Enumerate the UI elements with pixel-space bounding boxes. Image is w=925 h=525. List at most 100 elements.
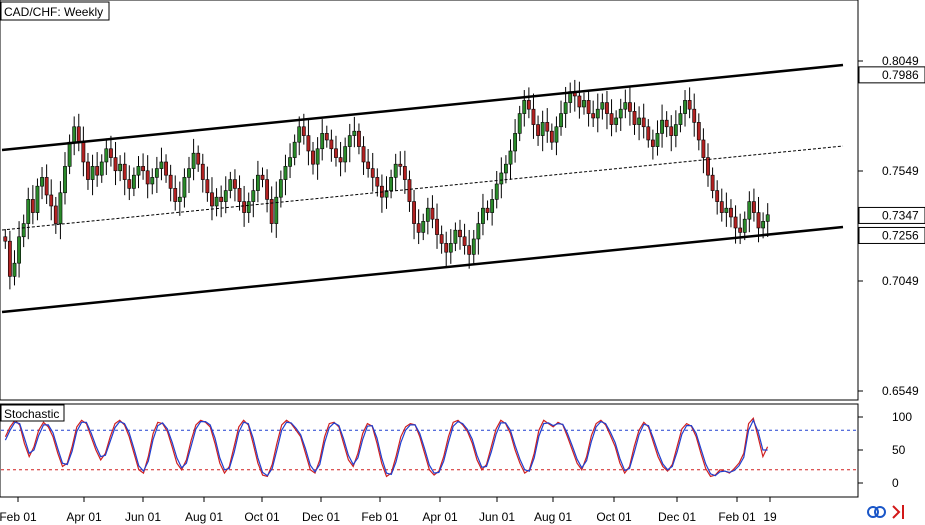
stochastic-axis-label: 100 (892, 410, 912, 424)
candle-body (444, 243, 449, 253)
candle (361, 136, 366, 175)
price-label: 0.7347 (858, 206, 925, 224)
candle (219, 185, 224, 218)
candle-body (205, 179, 210, 194)
candle-body (343, 146, 348, 163)
candle-body (40, 177, 44, 187)
candle-body (301, 126, 306, 136)
candle-body (191, 152, 196, 169)
candle (669, 115, 674, 152)
candle-body (673, 124, 678, 136)
candle (513, 119, 518, 163)
candle (692, 93, 697, 137)
candle-body (288, 157, 292, 167)
candle-body (347, 135, 352, 147)
candle-body (683, 100, 687, 114)
candle-body (600, 102, 605, 110)
candle-body (706, 157, 710, 176)
candle (196, 145, 201, 172)
candle (274, 181, 279, 238)
candle-body (187, 168, 191, 178)
candle-body (182, 177, 187, 198)
candle (136, 156, 141, 189)
candle (109, 135, 113, 167)
time-axis-label: Aug 01 (534, 510, 572, 524)
time-axis-label: Feb 01 (361, 510, 399, 524)
candle (40, 167, 44, 200)
candle-body (421, 221, 426, 233)
candle (269, 186, 274, 233)
candle (265, 169, 269, 213)
candle-body (402, 166, 407, 180)
candle (292, 134, 297, 166)
candle (471, 229, 476, 265)
candle-body (476, 223, 481, 240)
candle-body (127, 179, 132, 189)
candle (173, 175, 178, 211)
candle (63, 152, 67, 205)
candle (412, 189, 416, 240)
candle (366, 149, 371, 178)
candle-body (278, 179, 283, 198)
candle (58, 181, 63, 240)
candle-body (738, 227, 743, 233)
stochastic-title-text: Stochastic (4, 407, 59, 421)
candle (168, 164, 173, 202)
candle (660, 104, 664, 148)
candle-body (416, 223, 421, 233)
candle-body (352, 130, 357, 136)
candle-body (370, 168, 375, 178)
candle (237, 175, 242, 211)
candle (122, 152, 127, 196)
candle-body (439, 234, 444, 244)
link-icon[interactable] (867, 506, 886, 518)
candle (17, 221, 21, 278)
candle (549, 123, 554, 150)
candle (393, 153, 398, 191)
candle (701, 128, 706, 174)
candle (297, 116, 302, 156)
candle (375, 168, 380, 197)
candle-body (141, 166, 145, 172)
price-axis-label: 0.8049 (882, 54, 919, 68)
candle-body (150, 177, 155, 185)
candle-body (481, 207, 485, 224)
candle-body (366, 161, 371, 169)
candle-body (660, 119, 664, 134)
candle-body (591, 113, 596, 119)
candle-body (545, 122, 550, 132)
time-axis-label: 19 (763, 510, 777, 524)
candle-body (609, 113, 614, 125)
candle-body (35, 185, 40, 213)
candle-body (12, 262, 17, 277)
candle (600, 93, 605, 120)
candle-body (504, 163, 508, 174)
candle (228, 171, 233, 199)
candle (526, 87, 531, 119)
candle-body (292, 141, 297, 158)
candle (246, 192, 251, 223)
candle-body (526, 100, 531, 110)
candle-body (210, 192, 214, 207)
lower-channel-line (1, 225, 844, 314)
candle (159, 147, 164, 181)
stochastic-panel-frame (0, 403, 859, 498)
candle (504, 155, 508, 184)
candle-body (53, 205, 58, 224)
candle (200, 153, 205, 193)
candle-body (58, 192, 63, 224)
candle-body (375, 177, 380, 187)
channel-lines (1, 63, 844, 314)
candle (646, 119, 651, 148)
candle (752, 188, 756, 222)
time-axis-label: Apr 01 (66, 510, 102, 524)
candle (508, 139, 513, 180)
scroll-to-end-icon[interactable] (892, 505, 904, 519)
candle (7, 230, 12, 290)
candle-body (632, 111, 637, 125)
time-axis-label: Jun 01 (479, 510, 515, 524)
time-axis-label: Oct 01 (596, 510, 632, 524)
candle-body (384, 190, 389, 198)
candle (214, 188, 219, 217)
